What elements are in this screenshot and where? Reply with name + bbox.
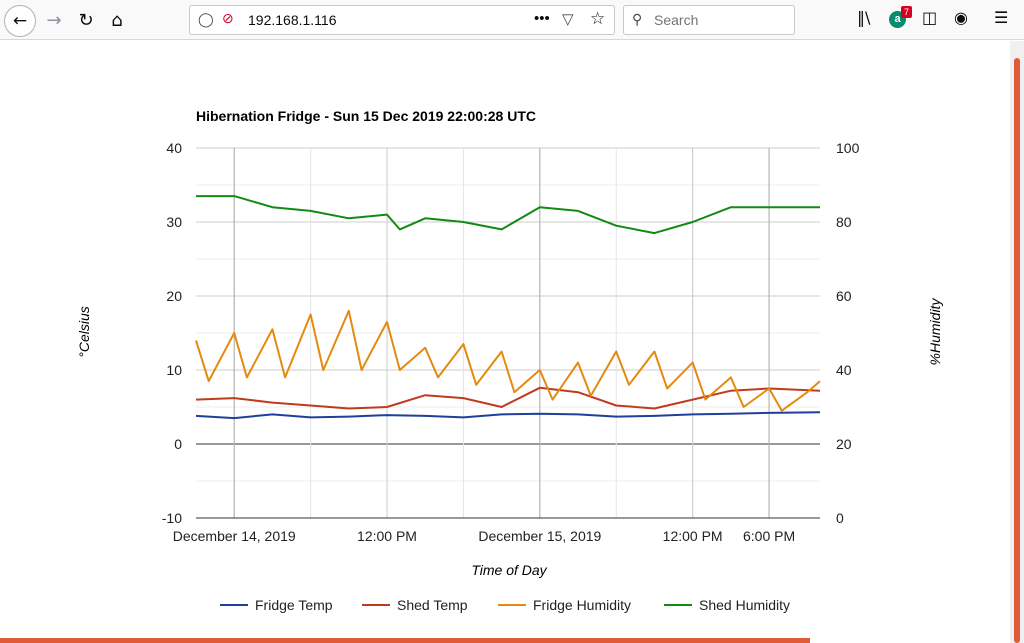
y-left-tick-label: 0 xyxy=(174,436,182,452)
series-line-fridge-temp xyxy=(195,411,821,420)
bookmark-star-icon[interactable]: ☆ xyxy=(590,9,606,28)
x-tick-label: December 15, 2019 xyxy=(478,528,601,544)
chart-series xyxy=(195,195,821,420)
search-placeholder: Search xyxy=(654,12,699,28)
sidebar-icon[interactable]: ◫ xyxy=(922,8,938,27)
y-axis-right-label: %Humidity xyxy=(927,298,943,366)
chart-axes: -10 0 0 20 10 40 20 60 30 80 40 100 December 14, 201… xyxy=(162,140,860,544)
x-tick-label: December 14, 2019 xyxy=(173,528,296,544)
y-axis-left-label: °Celsius xyxy=(76,306,92,358)
back-arrow-icon[interactable]: ← xyxy=(4,5,36,37)
forward-arrow-icon[interactable]: → xyxy=(46,9,62,31)
search-icon: ⚲ xyxy=(632,11,643,27)
address-bar[interactable]: ◯ ⊘ 192.168.1.116 ••• ▽ ☆ xyxy=(189,5,615,35)
y-left-tick-label: 20 xyxy=(166,288,182,304)
legend-label: Shed Temp xyxy=(397,597,468,613)
legend-label: Shed Humidity xyxy=(699,597,790,613)
series-line-shed-temp xyxy=(195,386,821,410)
chart-grid xyxy=(196,147,820,519)
y-left-tick-label: 10 xyxy=(166,362,182,378)
y-right-tick-label: 40 xyxy=(836,362,852,378)
y-right-tick-label: 60 xyxy=(836,288,852,304)
pocket-icon[interactable]: ▽ xyxy=(562,11,574,28)
horizontal-scroll-indicator[interactable] xyxy=(0,638,810,643)
menu-icon[interactable]: ☰ xyxy=(994,8,1009,27)
chart-title: Hibernation Fridge - Sun 15 Dec 2019 22:… xyxy=(196,108,536,124)
home-icon[interactable]: ⌂ xyxy=(111,9,123,31)
y-right-tick-label: 20 xyxy=(836,436,852,452)
y-left-tick-label: 40 xyxy=(166,140,182,156)
page-actions-icon[interactable]: ••• xyxy=(534,10,550,27)
chart-legend: Fridge Temp Shed Temp Fridge Humidity Shed … xyxy=(220,597,790,613)
x-tick-label: 12:00 PM xyxy=(357,528,417,544)
account-icon[interactable]: ◉ xyxy=(954,8,968,27)
legend-label: Fridge Humidity xyxy=(533,597,631,613)
line-chart: Hibernation Fridge - Sun 15 Dec 2019 22:… xyxy=(76,108,943,613)
legend-label: Fridge Temp xyxy=(255,597,333,613)
scrollbar-thumb[interactable] xyxy=(1014,58,1020,643)
y-right-tick-label: 80 xyxy=(836,214,852,230)
series-line-shed-humidity xyxy=(196,195,820,235)
search-input[interactable]: ⚲ Search xyxy=(623,5,795,35)
y-right-tick-label: 100 xyxy=(836,140,860,156)
x-tick-label: 12:00 PM xyxy=(663,528,723,544)
insecure-lock-icon[interactable]: ⊘ xyxy=(222,10,234,26)
browser-toolbar: ← → ↻ ⌂ ◯ ⊘ 192.168.1.116 ••• ▽ ☆ ⚲ Sear… xyxy=(0,0,1024,40)
series-line-fridge-humidity xyxy=(195,309,821,412)
addon-badge: 7 xyxy=(901,6,913,18)
y-left-tick-label: 30 xyxy=(166,214,182,230)
x-axis-label: Time of Day xyxy=(471,562,547,578)
x-tick-label: 6:00 PM xyxy=(743,528,795,544)
library-icon[interactable]: ‖\ xyxy=(857,8,871,27)
y-left-tick-label: -10 xyxy=(162,510,182,526)
y-right-tick-label: 0 xyxy=(836,510,844,526)
reload-icon[interactable]: ↻ xyxy=(78,9,94,31)
shield-icon[interactable]: ◯ xyxy=(198,11,214,27)
url-text[interactable]: 192.168.1.116 xyxy=(248,12,337,28)
